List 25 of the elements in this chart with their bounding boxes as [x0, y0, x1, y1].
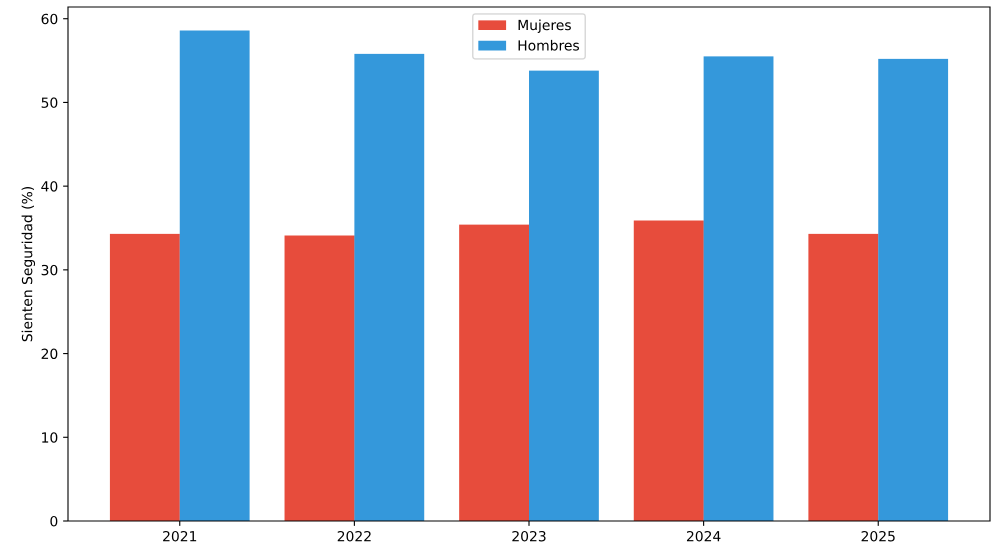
bar: [529, 70, 599, 521]
y-tick-label: 40: [41, 181, 58, 192]
y-tick-label: 30: [42, 264, 58, 276]
x-tick-label: 2025: [862, 530, 895, 542]
bar: [180, 30, 250, 521]
y-tick-label: 20: [42, 348, 58, 360]
bar: [704, 56, 774, 521]
bar: [878, 58, 948, 521]
legend-label: Hombres: [518, 40, 579, 51]
bar: [284, 236, 354, 521]
bar: [354, 54, 424, 521]
y-tick-label: 10: [42, 432, 58, 443]
y-tick-label: 0: [50, 516, 58, 526]
legend-label: Mujeres: [518, 20, 571, 33]
bar: [808, 234, 878, 521]
x-tick-label: 2023: [512, 530, 546, 542]
y-axis-title: Sienten Seguridad (%): [22, 187, 36, 342]
bar: [634, 220, 704, 521]
bar: [110, 234, 180, 521]
x-tick-label: 2024: [686, 530, 721, 542]
bar: [459, 224, 529, 521]
x-tick-label: 2021: [163, 530, 196, 542]
y-tick-label: 50: [42, 97, 58, 108]
x-tick-label: 2022: [338, 530, 371, 542]
y-tick-label: 60: [42, 14, 58, 24]
